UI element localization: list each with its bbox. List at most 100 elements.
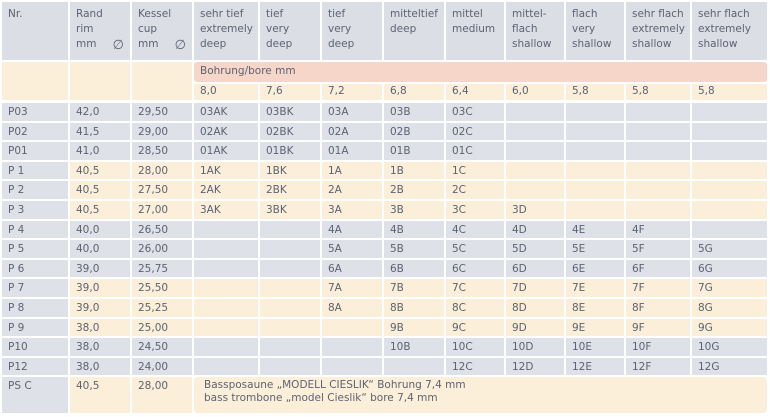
model-code: 02B — [390, 125, 411, 138]
header-text: sehr flach — [632, 8, 684, 20]
row-cell: 24,50 — [132, 338, 192, 356]
row-cell: P 4 — [2, 220, 68, 239]
model-code: 8B — [390, 302, 404, 314]
model-code: 5D — [512, 243, 527, 256]
cell-text: P03 — [8, 106, 28, 118]
row-cell: 01AK — [194, 142, 258, 160]
header-text: very — [572, 23, 596, 35]
row-cell: 28,00 — [132, 377, 192, 413]
header-cell: flach very shallow — [566, 2, 624, 60]
bore-cell: 5,8 — [566, 84, 624, 100]
model-code: 2B — [390, 184, 404, 197]
model-code: 10G — [698, 341, 720, 354]
header-text: tief — [328, 8, 346, 20]
header-text: flach — [572, 8, 598, 20]
model-code: 8G — [698, 302, 713, 314]
bore-cell: 7,6 — [260, 84, 320, 100]
model-code: 5G — [698, 243, 713, 256]
row-cell — [566, 122, 624, 141]
row-cell: 02BK — [260, 122, 320, 141]
row-cell: 1C — [446, 161, 504, 180]
model-code: 3AK — [200, 204, 221, 216]
model-code: 5E — [572, 243, 586, 256]
row-cell — [194, 338, 258, 356]
row-cell — [626, 161, 690, 180]
model-code: 7B — [390, 282, 404, 295]
header-text: mm — [138, 38, 159, 50]
header-text: Kessel — [138, 8, 172, 20]
cell-text: P12 — [8, 360, 28, 373]
cell-text: P 2 — [8, 184, 25, 197]
row-cell: 5G — [692, 240, 767, 258]
row-cell: 12E — [566, 357, 624, 376]
row-cell: P 1 — [2, 161, 68, 180]
header-text: medium — [452, 23, 496, 35]
row-cell: 27,00 — [132, 201, 192, 219]
header-text: deep — [328, 38, 355, 50]
cell-text: 39,0 — [76, 302, 100, 314]
row-cell: P 9 — [2, 318, 68, 337]
row-cell: 10F — [626, 338, 690, 356]
row-cell: 8E — [566, 299, 624, 317]
row-cell: 25,00 — [132, 318, 192, 337]
row-cell: 27,50 — [132, 181, 192, 199]
cell-text: PS C — [8, 380, 32, 393]
note-cell: Bassposaune „MODELL CIESLIK“ Bohrung 7,4… — [194, 377, 767, 413]
bore-value: 5,8 — [698, 85, 715, 97]
row-cell: P 5 — [2, 240, 68, 258]
row-cell: 29,00 — [132, 122, 192, 141]
row-cell — [506, 103, 564, 121]
row-cell: 1BK — [260, 161, 320, 180]
row-cell: 39,0 — [70, 279, 130, 297]
header-text: tief — [266, 8, 284, 20]
header-cell: Rand rim mm ∅ — [70, 2, 130, 60]
bore-value: 5,8 — [632, 85, 649, 97]
row-cell: 3D — [506, 201, 564, 219]
model-code: 5F — [632, 243, 645, 256]
header-text: shallow — [698, 38, 738, 50]
header-text: shallow — [572, 38, 612, 50]
model-code: 4F — [632, 223, 645, 236]
cell-text: 39,0 — [76, 282, 100, 295]
row-cell: 40,5 — [70, 181, 130, 199]
row-cell — [322, 338, 382, 356]
row-cell — [506, 161, 564, 180]
row-cell: 7C — [446, 279, 504, 297]
row-cell — [194, 259, 258, 278]
header-text: Rand — [76, 8, 103, 20]
row-cell: 5F — [626, 240, 690, 258]
row-cell: 8B — [384, 299, 444, 317]
model-code: 6G — [698, 262, 713, 275]
row-cell: 41,0 — [70, 142, 130, 160]
header-text: extremely — [200, 23, 253, 35]
cell-text: 40,5 — [76, 380, 100, 393]
row-cell: 02C — [446, 122, 504, 141]
row-cell: 40,5 — [70, 201, 130, 219]
header-cell: tief very deep — [260, 2, 320, 60]
row-cell: 7B — [384, 279, 444, 297]
cell-text: 25,75 — [138, 262, 169, 275]
cell-text: 40,5 — [76, 204, 100, 216]
cell-text: 40,5 — [76, 184, 100, 197]
model-code: 7D — [512, 282, 527, 295]
row-cell: P 7 — [2, 279, 68, 297]
cell-text: 24,50 — [138, 341, 169, 354]
row-cell: 5C — [446, 240, 504, 258]
row-cell — [626, 103, 690, 121]
model-code: 3B — [390, 204, 404, 216]
bore-label: Bohrung/bore mm — [194, 62, 767, 82]
model-code: 7G — [698, 282, 713, 295]
row-cell: 2AK — [194, 181, 258, 199]
row-cell — [260, 357, 320, 376]
row-cell: 01B — [384, 142, 444, 160]
bore-cell: 6,4 — [446, 84, 504, 100]
model-code: 4C — [452, 223, 467, 236]
row-cell: 4B — [384, 220, 444, 239]
row-cell: 2BK — [260, 181, 320, 199]
model-code: 4E — [572, 223, 586, 236]
model-code: 6F — [632, 262, 645, 275]
model-code: 7A — [328, 282, 342, 295]
cell-text: 26,50 — [138, 223, 169, 236]
row-cell: 6A — [322, 259, 382, 278]
row-cell: 6E — [566, 259, 624, 278]
